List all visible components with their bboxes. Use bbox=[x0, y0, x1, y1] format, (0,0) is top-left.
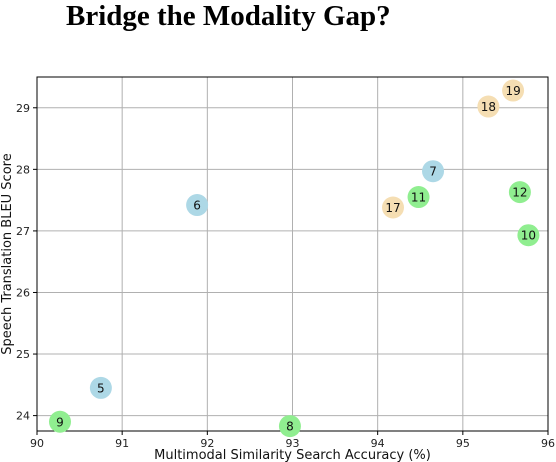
point-marker bbox=[381, 196, 404, 219]
point-marker bbox=[422, 160, 445, 183]
point-marker bbox=[477, 95, 500, 118]
point-marker bbox=[517, 224, 540, 247]
grid-lines bbox=[36, 77, 549, 431]
data-point-17: 17 bbox=[381, 196, 404, 219]
x-axis-label: Multimodal Similarity Search Accuracy (%… bbox=[154, 448, 431, 462]
y-axis-ticks: 24 25 26 27 28 29 bbox=[16, 102, 37, 423]
x-tick-label: 91 bbox=[115, 437, 129, 450]
point-label: 7 bbox=[429, 165, 437, 179]
point-label: 17 bbox=[385, 201, 400, 215]
data-point-5: 5 bbox=[89, 376, 112, 399]
x-axis-ticks: 90 91 92 93 94 95 96 bbox=[30, 431, 555, 450]
y-tick-label: 29 bbox=[16, 102, 30, 115]
point-label: 5 bbox=[97, 381, 105, 395]
point-label: 12 bbox=[512, 186, 527, 200]
point-marker bbox=[278, 415, 301, 438]
y-tick-label: 24 bbox=[16, 410, 30, 423]
point-marker bbox=[89, 376, 112, 399]
x-tick-label: 95 bbox=[456, 437, 470, 450]
y-tick-label: 26 bbox=[16, 286, 30, 299]
x-tick-label: 92 bbox=[200, 437, 214, 450]
point-marker bbox=[48, 410, 71, 433]
y-axis-label: Speech Translation BLEU Score bbox=[0, 153, 15, 354]
x-tick-label: 94 bbox=[371, 437, 385, 450]
y-tick-label: 27 bbox=[16, 225, 30, 238]
data-point-8: 8 bbox=[278, 415, 301, 438]
point-marker bbox=[407, 186, 430, 209]
point-marker bbox=[508, 181, 531, 204]
x-tick-label: 96 bbox=[541, 437, 555, 450]
point-label: 11 bbox=[411, 191, 426, 205]
point-label: 6 bbox=[193, 199, 201, 213]
data-point-6: 6 bbox=[186, 194, 209, 217]
point-label: 8 bbox=[286, 420, 294, 434]
point-marker bbox=[186, 194, 209, 217]
data-point-10: 10 bbox=[517, 224, 540, 247]
point-marker bbox=[502, 79, 525, 102]
x-tick-label: 90 bbox=[30, 437, 44, 450]
y-tick-label: 28 bbox=[16, 163, 30, 176]
data-point-19: 19 bbox=[502, 79, 525, 102]
x-tick-label: 93 bbox=[286, 437, 300, 450]
chart-title: Bridge the Modality Gap? bbox=[66, 0, 391, 32]
point-label: 19 bbox=[505, 84, 520, 98]
data-point-7: 7 bbox=[422, 160, 445, 183]
point-label: 9 bbox=[56, 415, 64, 429]
data-point-18: 18 bbox=[477, 95, 500, 118]
data-points: 5 6 7 8 9 10 11 12 17 18 19 bbox=[48, 79, 540, 438]
data-point-12: 12 bbox=[508, 181, 531, 204]
point-label: 10 bbox=[521, 229, 536, 243]
y-tick-label: 25 bbox=[16, 348, 30, 361]
data-point-11: 11 bbox=[407, 186, 430, 209]
data-point-9: 9 bbox=[48, 410, 71, 433]
point-label: 18 bbox=[481, 100, 496, 114]
